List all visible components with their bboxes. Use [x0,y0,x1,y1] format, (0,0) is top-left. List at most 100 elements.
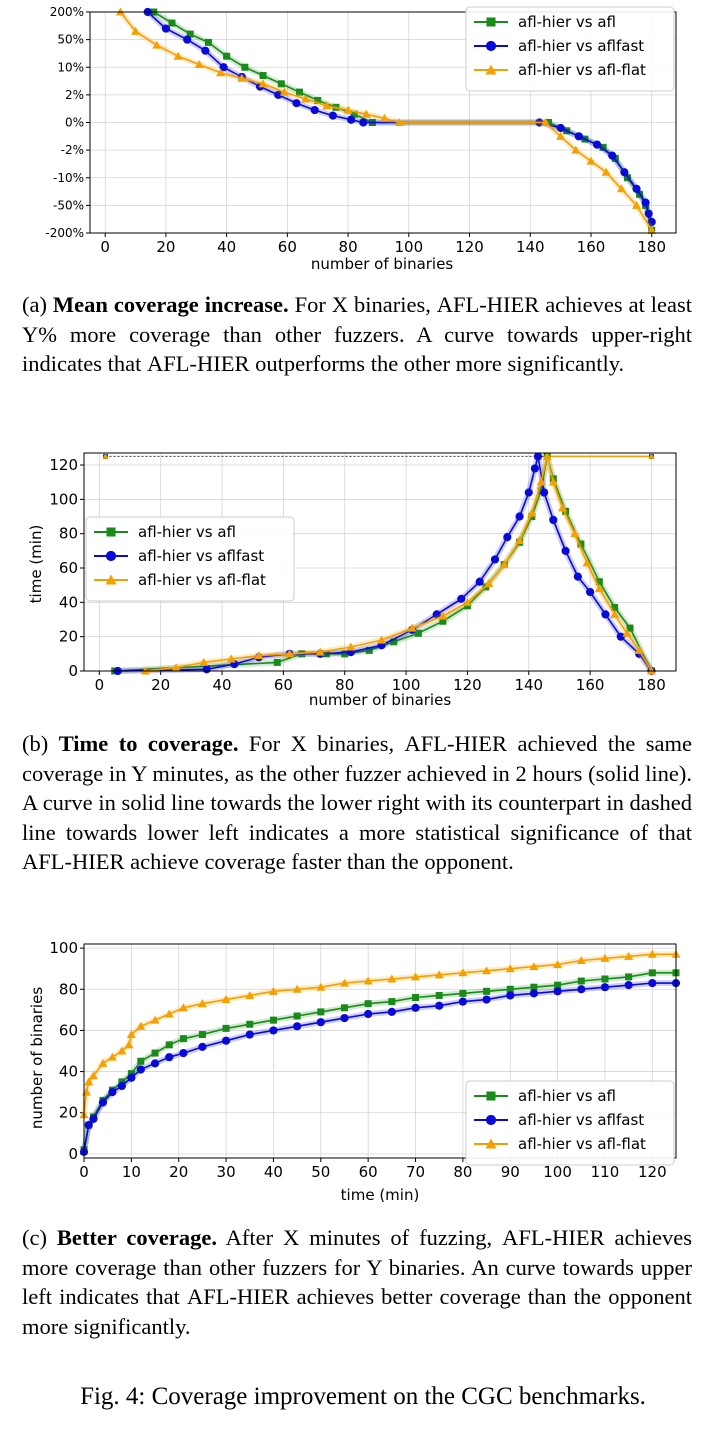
y-tick-label: 80 [59,980,78,998]
data-point-marker [292,99,301,108]
data-point-marker [647,225,657,234]
data-point-marker [524,488,533,497]
data-point-marker [530,464,540,473]
data-point-marker [222,1024,230,1032]
data-point-marker [268,986,278,995]
data-point-marker [199,657,209,666]
data-point-marker [317,1008,325,1016]
data-point-marker [610,609,620,618]
caption-title: Better coverage. [56,1225,217,1250]
x-axis-label: number of binaries [309,691,451,709]
data-point-marker [586,587,595,597]
data-point-marker [600,983,610,992]
plot-area: 0 20 40 60 80 100 120 140 160 180 200% 50% 10% 2% 0% -2… [45,5,677,256]
data-point-marker [601,610,610,619]
data-point-marker [258,79,268,88]
data-point-marker [274,90,283,99]
data-point-marker [226,654,236,663]
data-point-marker [347,115,356,124]
data-point-marker [484,578,494,587]
caption-a: (a) Mean coverage increase. For X binari… [22,292,692,376]
y-tick-label: -10% [53,171,84,185]
data-point-marker [411,1003,420,1012]
data-point-marker [625,973,633,981]
axes-frame [89,11,677,234]
plot-area: 0 10 20 30 40 50 60 70 80 90 100 110 120 0 20 40 60 80 100… [49,939,681,1181]
data-point-marker [505,964,515,973]
data-point-marker [648,978,657,988]
data-point-marker [131,26,141,35]
data-point-marker [561,546,570,555]
tool-name: AFL-HIER [404,731,508,756]
data-point-marker [457,594,466,604]
x-tick-label: 0 [79,1163,89,1181]
x-tick-label: 20 [151,676,170,694]
data-point-marker [316,1018,325,1027]
data-point-marker [204,38,212,46]
data-point-marker [150,1015,160,1024]
data-point-marker [554,981,562,989]
data-point-marker [301,94,311,103]
data-point-marker [577,540,585,548]
data-point-marker [624,981,633,990]
data-point-marker [435,1001,444,1010]
data-point-marker [577,977,585,985]
chart-time-to-coverage: 0 20 40 60 80 100 120 140 160 180 0 20 40 60 80 100 120 a… [27,451,677,709]
data-point-marker [530,983,538,991]
data-point-marker [328,111,338,120]
y-tick-label: -2% [61,143,84,157]
data-point-marker [179,1035,187,1043]
data-point-marker [529,962,539,971]
x-tick-label: 100 [543,1163,572,1181]
y-tick-label: 2% [65,88,84,102]
data-point-marker [536,477,546,486]
data-point-marker [186,30,194,38]
legend-entry: afl-hier vs afl [518,13,616,31]
data-point-marker [515,536,525,545]
data-point-marker [499,560,509,569]
data-point-marker [573,572,582,581]
data-point-marker [124,1040,134,1049]
data-point-marker [616,632,625,641]
data-point-marker [269,1026,278,1035]
y-tick-label: 20 [59,1104,78,1122]
data-point-marker [127,1073,136,1082]
data-point-marker [390,638,398,646]
data-point-marker [486,1091,496,1101]
data-point-marker [183,35,192,44]
x-tick-label: 60 [359,1163,378,1181]
legend: afl-hier vs afl afl-hier vs aflfast afl-hi… [465,1080,675,1166]
data-point-marker [102,453,109,459]
data-point-marker [364,1009,373,1019]
data-point-marker [482,995,491,1004]
y-axis-label: number of binaries [28,987,46,1129]
x-tick-label: 180 [637,676,666,694]
data-point-marker [359,118,368,127]
data-point-marker [626,624,634,632]
data-point-marker [439,617,447,625]
data-point-marker [194,59,204,68]
x-tick-label: 110 [591,1163,620,1181]
y-tick-label: -200% [45,226,84,240]
data-point-marker [350,110,358,118]
y-tick-label: 0% [65,116,84,130]
x-tick-label: 140 [514,676,543,694]
data-point-marker [458,968,468,977]
x-tick-label: 0 [95,676,105,694]
data-point-marker [611,603,619,611]
data-point-marker [171,663,181,672]
tool-name: AFL-HIER [502,1225,605,1250]
data-point-marker [506,991,515,1000]
data-point-marker [314,96,322,104]
data-point-marker [88,1071,98,1080]
data-point-marker [202,665,211,674]
data-point-marker [179,1048,188,1058]
x-tick-label: 90 [501,1163,520,1181]
chart-better-coverage: 0 10 20 30 40 50 60 70 80 90 100 110 120 0 20 40 60 80 100… [28,939,681,1204]
data-point-marker [577,985,586,994]
series-line [83,953,676,1115]
x-tick-label: 10 [122,1163,141,1181]
data-point-marker [293,1022,302,1031]
data-point-marker [407,623,417,632]
data-point-marker [364,1000,372,1008]
